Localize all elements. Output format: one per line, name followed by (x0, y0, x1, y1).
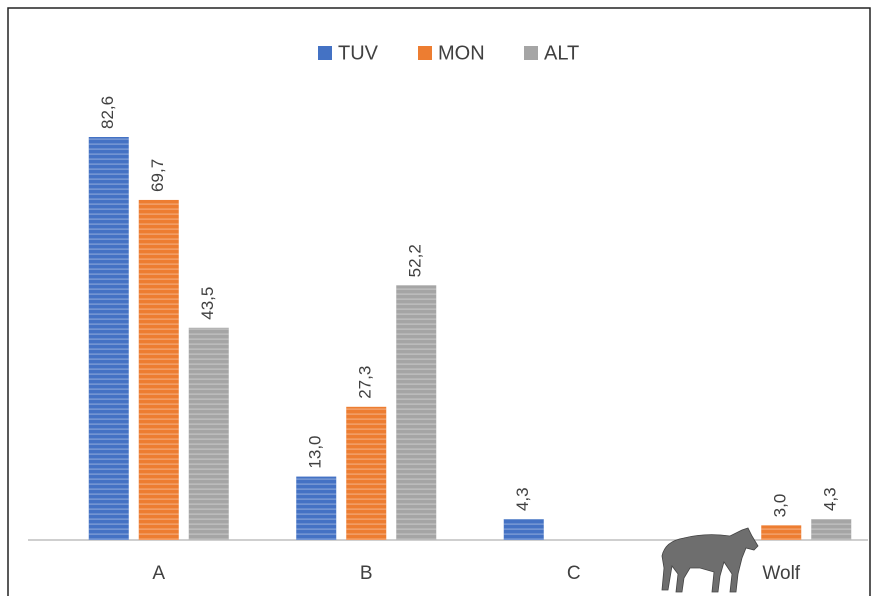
value-label: 13,0 (306, 435, 325, 468)
value-label: 3,0 (771, 494, 790, 518)
bar-texture (88, 137, 129, 540)
bar-texture (503, 519, 544, 540)
legend-label: TUV (338, 42, 379, 64)
legend-label: MON (438, 42, 485, 64)
x-tick-label: C (567, 563, 581, 584)
bar-texture (138, 199, 179, 540)
bar-texture (811, 519, 852, 540)
bar-texture (396, 285, 437, 540)
value-label: 43,5 (198, 287, 217, 320)
legend-swatch (524, 46, 538, 60)
value-label: 69,7 (148, 159, 167, 192)
value-label: 52,2 (406, 244, 425, 277)
bar-texture (188, 327, 229, 540)
value-label: 4,3 (821, 487, 840, 511)
frame (7, 7, 871, 596)
legend-swatch (318, 46, 332, 60)
legend-label: ALT (544, 42, 579, 64)
value-label: 82,6 (98, 96, 117, 129)
legend-swatch (418, 46, 432, 60)
x-tick-label: Wolf (762, 563, 800, 584)
x-tick-label: B (360, 563, 373, 584)
wolf-icon (661, 527, 759, 593)
bar-texture (761, 525, 802, 540)
bar-texture (346, 406, 387, 540)
x-tick-label: A (152, 563, 165, 584)
value-label: 4,3 (513, 487, 532, 511)
value-label: 27,3 (356, 366, 375, 399)
bar-texture (296, 476, 337, 540)
